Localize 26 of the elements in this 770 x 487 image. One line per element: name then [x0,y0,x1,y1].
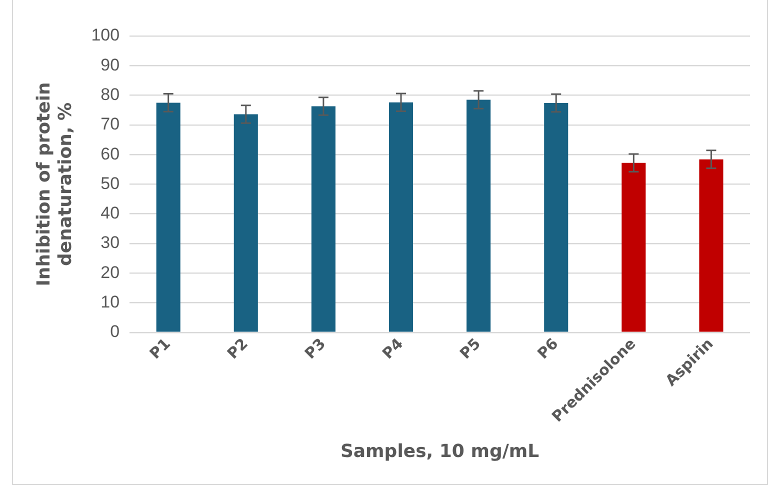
y-tick-label: 90 [100,55,120,74]
y-tick-label: 70 [100,114,120,134]
y-tick-label: 100 [91,26,120,45]
x-tick-label: P2 [224,334,252,363]
y-tick-label: 10 [100,292,120,312]
bar [699,159,724,332]
bar [622,162,646,332]
bar [544,102,568,332]
y-tick-label: 0 [110,322,120,342]
y-tick-label: 60 [100,144,120,164]
bar [388,102,414,332]
bar [234,114,258,332]
y-tick-label: 30 [100,233,120,252]
x-tick-label: P3 [301,334,330,363]
x-tick-label: P1 [146,334,174,363]
x-tick-label: P5 [456,334,484,363]
y-axis-title: Inhibition of protein denaturation, % [33,82,76,286]
x-axis-title: Samples, 10 mg/mL [340,440,540,462]
bar [311,106,336,332]
y-tick-label: 40 [100,204,120,223]
bar [156,102,180,332]
y-tick-label: 50 [100,174,120,193]
y-tick-label: 80 [100,84,120,104]
y-tick-label: 20 [100,262,120,282]
x-tick-label: P4 [378,334,407,363]
bar [466,100,491,332]
